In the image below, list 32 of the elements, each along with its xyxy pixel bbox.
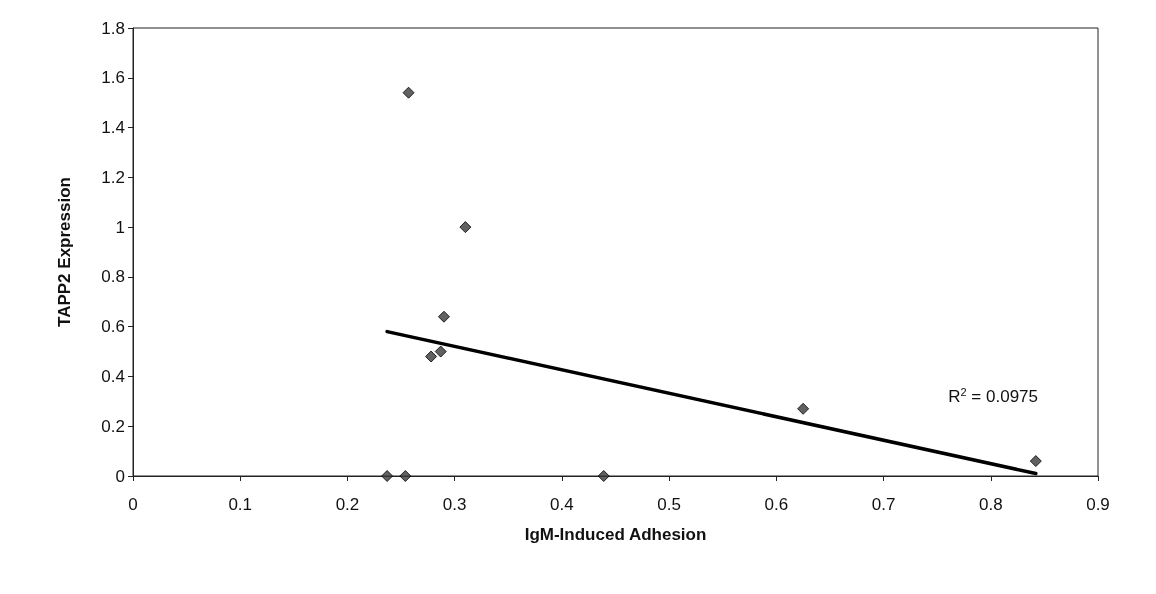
- x-tick-label: 0.2: [335, 495, 360, 514]
- x-tick-label: 0.4: [550, 495, 574, 514]
- y-tick-label: 0.8: [101, 267, 125, 287]
- point: [434, 345, 447, 358]
- point: [797, 402, 810, 415]
- point: [437, 310, 450, 323]
- point: [399, 470, 412, 482]
- x-tick-label: 0.1: [228, 495, 253, 514]
- y-axis-title: TAPP2 Expression: [55, 177, 74, 327]
- x-tick-label: 0.8: [978, 495, 1003, 514]
- y-tick-label: 1.2: [101, 167, 125, 187]
- x-tick-label: 0.9: [1086, 495, 1110, 514]
- point: [425, 350, 438, 363]
- point: [1029, 455, 1042, 468]
- y-tick-label: 0.4: [101, 366, 125, 386]
- point: [402, 86, 415, 99]
- x-tick-label: 0: [128, 495, 138, 514]
- y-tick-label: 0.2: [101, 416, 125, 436]
- y-tick-label: 1: [115, 217, 125, 237]
- y-tick-label: 1.4: [101, 118, 125, 138]
- point: [381, 470, 394, 482]
- x-tick-label: 0.6: [764, 495, 789, 514]
- x-tick-label: 0.7: [871, 495, 896, 514]
- y-tick-label: 1.6: [101, 68, 125, 88]
- x-tick-label: 0.3: [442, 495, 467, 514]
- x-tick-label: 0.5: [657, 495, 681, 514]
- point: [597, 470, 610, 482]
- y-tick-label: 0.6: [101, 317, 125, 337]
- x-axis-title: IgM-Induced Adhesion: [524, 525, 707, 544]
- y-tick-label: 0: [115, 466, 125, 486]
- point: [459, 221, 472, 234]
- y-tick-label: 1.8: [101, 18, 125, 38]
